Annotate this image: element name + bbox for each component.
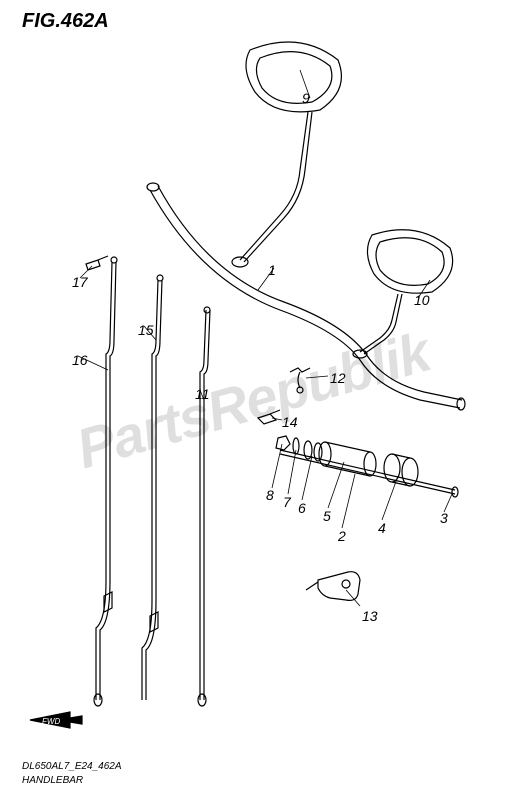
callout-10: 10 [414, 292, 430, 308]
screw-17 [86, 256, 108, 270]
callout-6: 6 [298, 500, 306, 516]
bracket-13 [306, 572, 360, 601]
callout-4: 4 [378, 520, 386, 536]
cable-16 [94, 257, 117, 706]
diagram-svg: FWD [0, 0, 506, 800]
footer-name: HANDLEBAR [22, 775, 83, 786]
callout-11: 11 [195, 386, 210, 402]
screw-12 [290, 368, 310, 393]
mirror-left [232, 42, 341, 267]
callout-9: 9 [302, 90, 310, 106]
callout-17: 17 [72, 274, 88, 290]
callout-15: 15 [138, 322, 154, 338]
cable-11 [198, 307, 210, 706]
callout-7: 7 [283, 494, 291, 510]
callout-2: 2 [338, 528, 346, 544]
callout-3: 3 [440, 510, 448, 526]
callout-14: 14 [282, 414, 298, 430]
mirror-right [353, 230, 453, 358]
bolt-14 [258, 410, 280, 424]
leader-lines [78, 70, 452, 606]
cable-15 [142, 275, 163, 700]
callout-8: 8 [266, 487, 274, 503]
callout-13: 13 [362, 608, 378, 624]
grip-assembly [276, 436, 458, 497]
callout-5: 5 [323, 508, 331, 524]
callout-12: 12 [330, 370, 346, 386]
callout-1: 1 [268, 262, 276, 278]
footer-code: DL650AL7_E24_462A [22, 761, 122, 772]
fwd-label: FWD [42, 717, 60, 726]
callout-16: 16 [72, 352, 88, 368]
